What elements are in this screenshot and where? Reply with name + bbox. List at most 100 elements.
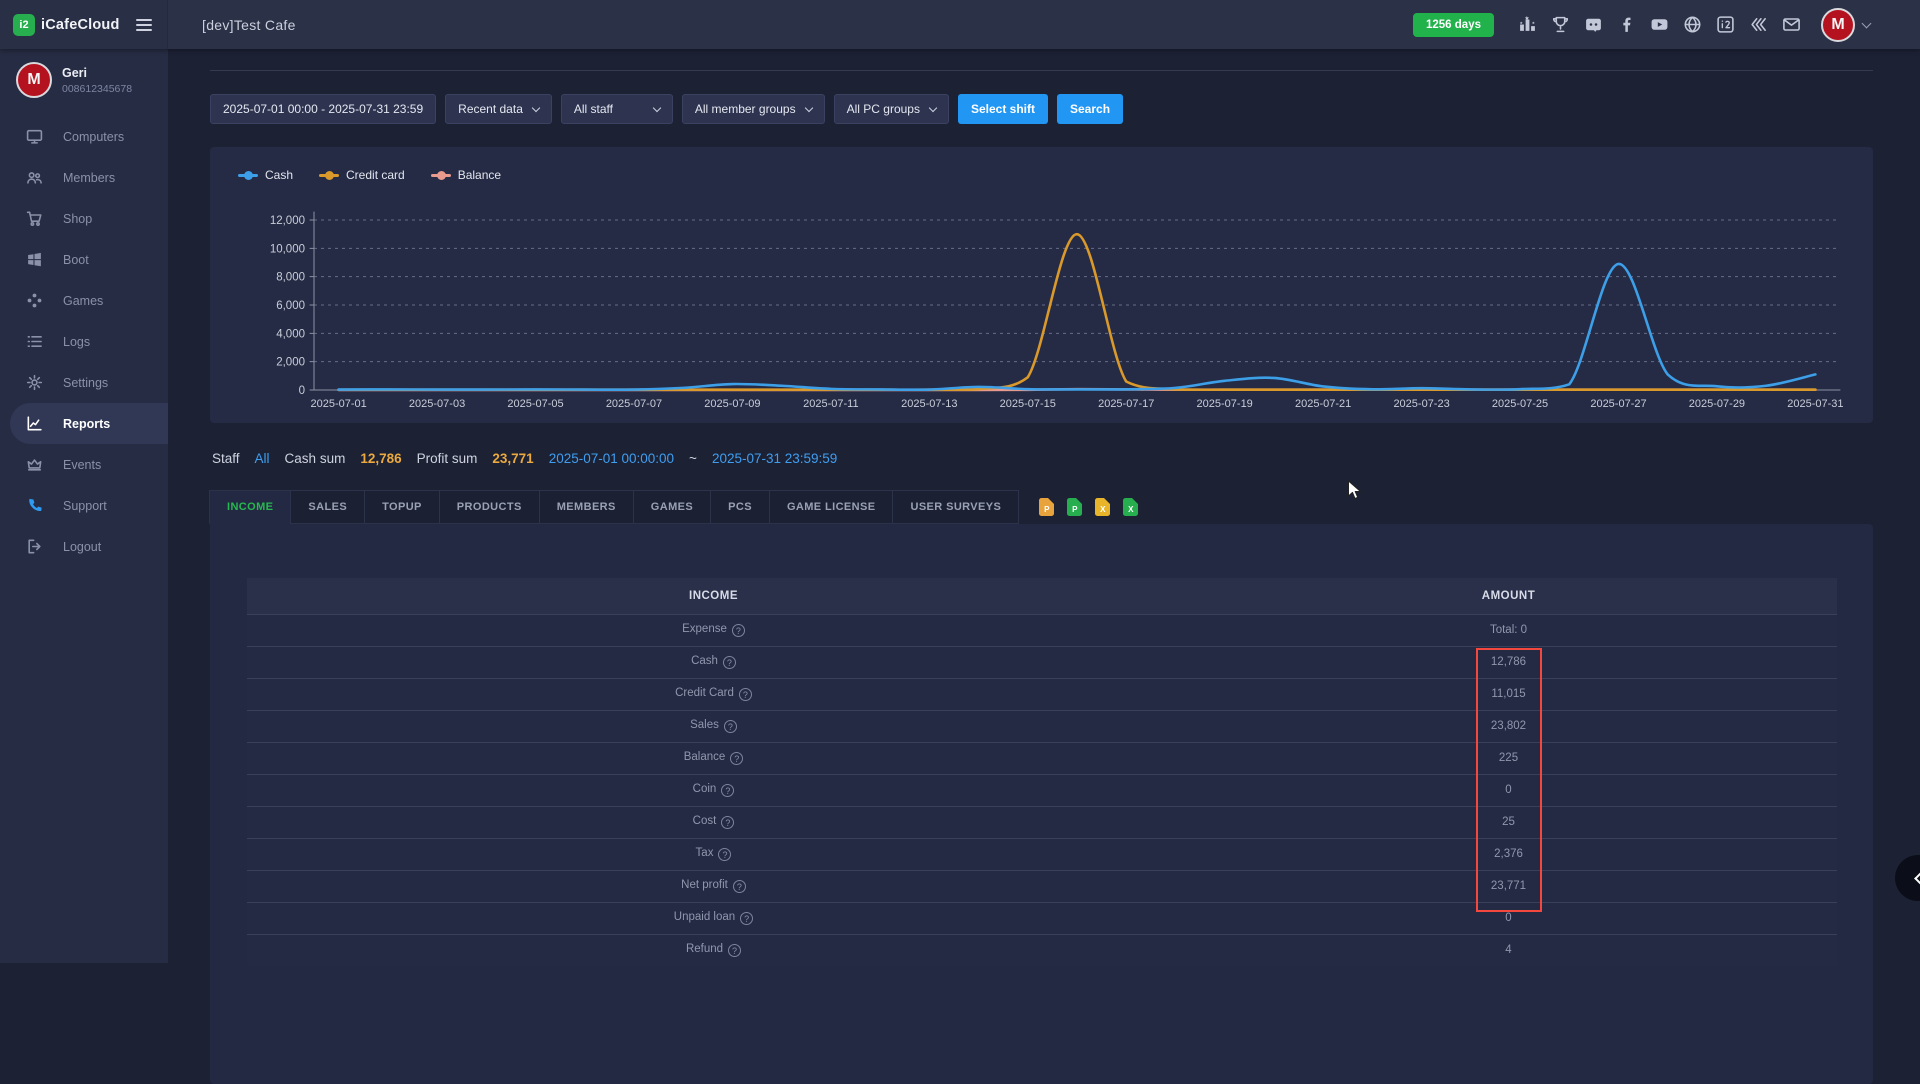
user-avatar[interactable]: M bbox=[16, 62, 52, 98]
legend-item-credit-card[interactable]: Credit card bbox=[319, 168, 405, 182]
help-icon[interactable]: ? bbox=[732, 624, 745, 637]
date-range-input[interactable]: 2025-07-01 00:00 - 2025-07-31 23:59 bbox=[210, 94, 436, 124]
table-row: Coin?0 bbox=[247, 774, 1837, 806]
sidebar-item-computers[interactable]: Computers bbox=[0, 116, 168, 157]
main-content: 2025-07-01 00:00 - 2025-07-31 23:59 Rece… bbox=[168, 49, 1920, 963]
help-icon[interactable]: ? bbox=[723, 656, 736, 669]
table-row: Refund?4 bbox=[247, 934, 1837, 966]
tab-sales[interactable]: SALES bbox=[290, 490, 365, 524]
income-label-cell: Cash? bbox=[247, 646, 1180, 678]
tab-members[interactable]: MEMBERS bbox=[539, 490, 634, 524]
help-icon[interactable]: ? bbox=[721, 816, 734, 829]
days-badge[interactable]: 1256 days bbox=[1413, 13, 1494, 37]
search-button[interactable]: Search bbox=[1057, 94, 1123, 124]
sidebar-item-logout[interactable]: Logout bbox=[0, 526, 168, 567]
tab-game-license[interactable]: GAME LICENSE bbox=[769, 490, 894, 524]
tab-pcs[interactable]: PCS bbox=[710, 490, 770, 524]
tab-products[interactable]: PRODUCTS bbox=[439, 490, 540, 524]
discord-icon[interactable] bbox=[1584, 15, 1603, 34]
svg-text:8,000: 8,000 bbox=[276, 272, 305, 284]
chart-legend: Cash Credit card Balance bbox=[238, 168, 501, 182]
logs-icon bbox=[26, 333, 43, 350]
staff-select[interactable]: All staff bbox=[561, 94, 673, 124]
sidebar-item-boot[interactable]: Boot bbox=[0, 239, 168, 280]
export-pdf-page-icon[interactable]: P bbox=[1039, 498, 1054, 516]
svg-text:2025-07-23: 2025-07-23 bbox=[1393, 398, 1449, 410]
help-icon[interactable]: ? bbox=[718, 848, 731, 861]
sidebar-item-games[interactable]: Games bbox=[0, 280, 168, 321]
select-shift-button[interactable]: Select shift bbox=[958, 94, 1048, 124]
staff-value[interactable]: All bbox=[255, 451, 270, 466]
income-table-wrap: INCOME AMOUNT Expense?Total: 0Cash?12,78… bbox=[247, 578, 1837, 966]
income-label-cell: Balance? bbox=[247, 742, 1180, 774]
edge-collapse-button[interactable] bbox=[1895, 855, 1920, 901]
help-icon[interactable]: ? bbox=[721, 784, 734, 797]
export-pdf-all-icon[interactable]: P bbox=[1067, 498, 1082, 516]
hamburger-menu-icon[interactable] bbox=[136, 19, 152, 31]
staff-label: Staff bbox=[212, 451, 240, 466]
help-icon[interactable]: ? bbox=[730, 752, 743, 765]
legend-label: Cash bbox=[265, 168, 293, 182]
help-icon[interactable]: ? bbox=[739, 688, 752, 701]
select-value: Recent data bbox=[458, 102, 523, 116]
tab-topup[interactable]: TOPUP bbox=[364, 490, 440, 524]
table-row: Cost?25 bbox=[247, 806, 1837, 838]
tab-user-surveys[interactable]: USER SURVEYS bbox=[892, 490, 1019, 524]
logout-icon bbox=[26, 538, 43, 555]
svg-text:2025-07-21: 2025-07-21 bbox=[1295, 398, 1351, 410]
chevron-down-icon[interactable] bbox=[1862, 18, 1872, 28]
sidebar-item-events[interactable]: Events bbox=[0, 444, 168, 485]
help-icon[interactable]: ? bbox=[740, 912, 753, 925]
tab-income[interactable]: INCOME bbox=[209, 490, 291, 524]
export-excel-page-icon[interactable]: X bbox=[1095, 498, 1110, 516]
trophy-icon[interactable] bbox=[1551, 15, 1570, 34]
computers-icon bbox=[26, 128, 43, 145]
layers-icon[interactable] bbox=[1749, 15, 1768, 34]
table-row: Tax?2,376 bbox=[247, 838, 1837, 870]
svg-text:6,000: 6,000 bbox=[276, 300, 305, 312]
tab-strip: INCOMESALESTOPUPPRODUCTSMEMBERSGAMESPCSG… bbox=[210, 490, 1138, 524]
youtube-icon[interactable] bbox=[1650, 15, 1669, 34]
ranking-icon[interactable] bbox=[1518, 15, 1537, 34]
table-row: Expense?Total: 0 bbox=[247, 614, 1837, 646]
export-excel-all-icon[interactable]: X bbox=[1123, 498, 1138, 516]
user-profile[interactable]: M Geri 008612345678 bbox=[0, 49, 168, 106]
member-groups-select[interactable]: All member groups bbox=[682, 94, 825, 124]
sidebar-item-label: Shop bbox=[63, 212, 92, 226]
sidebar-nav: ComputersMembers Shop Boot Games Logs Setting… bbox=[0, 116, 168, 567]
report-panel: INCOME AMOUNT Expense?Total: 0Cash?12,78… bbox=[210, 524, 1873, 1084]
sidebar-item-members[interactable]: Members bbox=[0, 157, 168, 198]
help-icon[interactable]: ? bbox=[733, 880, 746, 893]
legend-item-cash[interactable]: Cash bbox=[238, 168, 293, 182]
avatar[interactable]: M bbox=[1821, 8, 1855, 42]
help-icon[interactable]: ? bbox=[724, 720, 737, 733]
svg-text:10,000: 10,000 bbox=[270, 243, 305, 255]
sidebar-item-settings[interactable]: Settings bbox=[0, 362, 168, 403]
help-icon[interactable]: ? bbox=[728, 944, 741, 957]
svg-text:2025-07-31: 2025-07-31 bbox=[1787, 398, 1843, 410]
icafecloud-icon[interactable] bbox=[1716, 15, 1735, 34]
svg-text:2025-07-29: 2025-07-29 bbox=[1689, 398, 1745, 410]
mail-icon[interactable] bbox=[1782, 15, 1801, 34]
income-label-cell: Credit Card? bbox=[247, 678, 1180, 710]
settings-icon bbox=[26, 374, 43, 391]
data-source-select[interactable]: Recent data bbox=[445, 94, 552, 124]
amount-cell: Total: 0 bbox=[1180, 614, 1837, 646]
sidebar-item-shop[interactable]: Shop bbox=[0, 198, 168, 239]
pc-groups-select[interactable]: All PC groups bbox=[834, 94, 949, 124]
tab-games[interactable]: GAMES bbox=[633, 490, 711, 524]
page-title: [dev]Test Cafe bbox=[202, 17, 296, 33]
globe-icon[interactable] bbox=[1683, 15, 1702, 34]
sidebar-item-label: Games bbox=[63, 294, 103, 308]
reports-icon bbox=[26, 415, 43, 432]
sidebar-item-support[interactable]: Support bbox=[0, 485, 168, 526]
facebook-icon[interactable] bbox=[1617, 15, 1636, 34]
amount-cell: 4 bbox=[1180, 934, 1837, 966]
legend-item-balance[interactable]: Balance bbox=[431, 168, 501, 182]
line-chart[interactable]: 02,0004,0006,0008,00010,00012,0002025-07… bbox=[210, 147, 1873, 423]
chevron-left-icon bbox=[1914, 872, 1920, 885]
income-label-cell: Cost? bbox=[247, 806, 1180, 838]
sidebar-item-label: Settings bbox=[63, 376, 108, 390]
sidebar-item-reports[interactable]: Reports bbox=[10, 403, 168, 444]
sidebar-item-logs[interactable]: Logs bbox=[0, 321, 168, 362]
